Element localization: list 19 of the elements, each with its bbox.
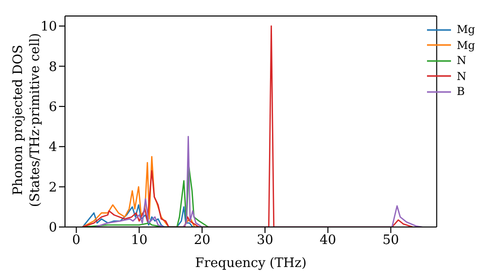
x-tick-label: 30 <box>256 233 274 248</box>
y-axis-title: Phonon projected DOS (States/THz·primitive cell) <box>11 32 43 208</box>
y-tick-label: 2 <box>48 180 57 196</box>
legend-label: Mg <box>456 38 475 53</box>
x-axis-title: Frequency (THz) <box>195 256 307 271</box>
y-tick-label: 0 <box>48 220 57 236</box>
y-tick-label: 8 <box>48 60 57 75</box>
legend-label: N <box>456 53 466 68</box>
y-tick-label: 6 <box>48 100 57 116</box>
x-tick-label: 0 <box>72 233 80 248</box>
x-tick-label: 40 <box>320 233 336 248</box>
x-tick-label: 50 <box>382 233 400 248</box>
legend-label: Mg <box>456 22 475 38</box>
x-tick-label: 20 <box>194 233 210 248</box>
x-tick-label: 10 <box>130 233 148 248</box>
legend-label: B <box>456 84 465 100</box>
y-tick-label: 10 <box>40 20 57 35</box>
legend-label: N <box>456 68 466 84</box>
y-tick-label: 4 <box>48 140 57 156</box>
